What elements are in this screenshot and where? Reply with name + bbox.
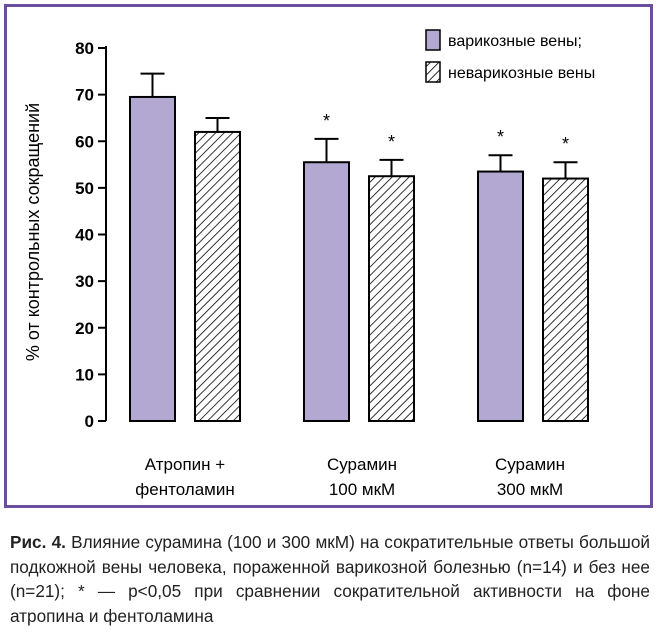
y-tick-label: 70 bbox=[75, 86, 94, 105]
category-label: Сурамин bbox=[327, 455, 397, 474]
bar-nonvaricose bbox=[368, 175, 415, 422]
category-label: фентоламин bbox=[135, 480, 234, 499]
significance-mark: * bbox=[562, 134, 569, 154]
category-label: Атропин + bbox=[145, 455, 225, 474]
y-tick-label: 20 bbox=[75, 319, 94, 338]
significance-mark: * bbox=[497, 127, 504, 147]
bar-nonvaricose bbox=[542, 177, 589, 422]
y-tick-label: 0 bbox=[85, 412, 94, 431]
y-axis-title: % от контрольных сокращений bbox=[23, 103, 43, 361]
legend-swatch bbox=[425, 29, 441, 51]
category-label: 300 мкМ bbox=[497, 480, 563, 499]
legend-label: варикозные вены; bbox=[448, 33, 582, 50]
y-tick-label: 30 bbox=[75, 272, 94, 291]
y-tick-label: 60 bbox=[75, 132, 94, 151]
y-tick-label: 40 bbox=[75, 226, 94, 245]
significance-mark: * bbox=[388, 132, 395, 152]
bar-nonvaricose bbox=[194, 130, 241, 423]
y-tick-label: 50 bbox=[75, 179, 94, 198]
category-label: 100 мкМ bbox=[329, 480, 395, 499]
caption-text: Влияние сурамина (100 и 300 мкМ) на сокр… bbox=[10, 532, 650, 626]
bar-varicose bbox=[477, 170, 524, 422]
bar-varicose bbox=[303, 161, 350, 422]
bar-varicose bbox=[129, 95, 176, 423]
y-tick-label: 10 bbox=[75, 365, 94, 384]
category-label: Сурамин bbox=[495, 455, 565, 474]
significance-mark: * bbox=[323, 111, 330, 131]
bar-chart: % от контрольных сокращений 0 10 20 30 40 50 6… bbox=[23, 29, 595, 499]
caption-label: Рис. 4. bbox=[10, 532, 66, 552]
y-tick-label: 80 bbox=[75, 39, 94, 58]
legend-swatch bbox=[425, 61, 441, 83]
figure-caption: Рис. 4. Влияние сурамина (100 и 300 мкМ)… bbox=[10, 530, 650, 628]
legend-label: неварикозные вены bbox=[448, 65, 595, 82]
